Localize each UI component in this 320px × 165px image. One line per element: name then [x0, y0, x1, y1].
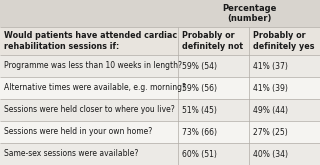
Text: Would patients have attended cardiac
rehabilitation sessions if:: Would patients have attended cardiac reh…: [4, 31, 177, 51]
Bar: [0, 55, 320, 77]
Bar: [0, 99, 320, 121]
Text: 60% (51): 60% (51): [182, 149, 217, 159]
Text: Sessions were held in your own home?: Sessions were held in your own home?: [4, 128, 152, 136]
Text: Probably or
definitely not: Probably or definitely not: [182, 31, 243, 51]
Text: 41% (39): 41% (39): [253, 83, 288, 93]
Bar: [0, 77, 320, 99]
Bar: [0, 0, 320, 27]
Bar: [0, 121, 320, 143]
Text: 51% (45): 51% (45): [182, 105, 217, 115]
Text: 49% (44): 49% (44): [253, 105, 288, 115]
Text: Percentage
(number): Percentage (number): [222, 4, 276, 23]
Text: Same-sex sessions were available?: Same-sex sessions were available?: [4, 149, 138, 159]
Text: Alternative times were available, e.g. morning?: Alternative times were available, e.g. m…: [4, 83, 186, 93]
Bar: [0, 143, 320, 165]
Text: Sessions were held closer to where you live?: Sessions were held closer to where you l…: [4, 105, 175, 115]
Text: 59% (56): 59% (56): [182, 83, 217, 93]
Text: 40% (34): 40% (34): [253, 149, 288, 159]
Bar: [0, 27, 320, 55]
Text: 59% (54): 59% (54): [182, 62, 217, 70]
Text: 41% (37): 41% (37): [253, 62, 288, 70]
Text: Programme was less than 10 weeks in length?: Programme was less than 10 weeks in leng…: [4, 62, 182, 70]
Text: 73% (66): 73% (66): [182, 128, 217, 136]
Text: Probably or
definitely yes: Probably or definitely yes: [253, 31, 315, 51]
Text: 27% (25): 27% (25): [253, 128, 288, 136]
